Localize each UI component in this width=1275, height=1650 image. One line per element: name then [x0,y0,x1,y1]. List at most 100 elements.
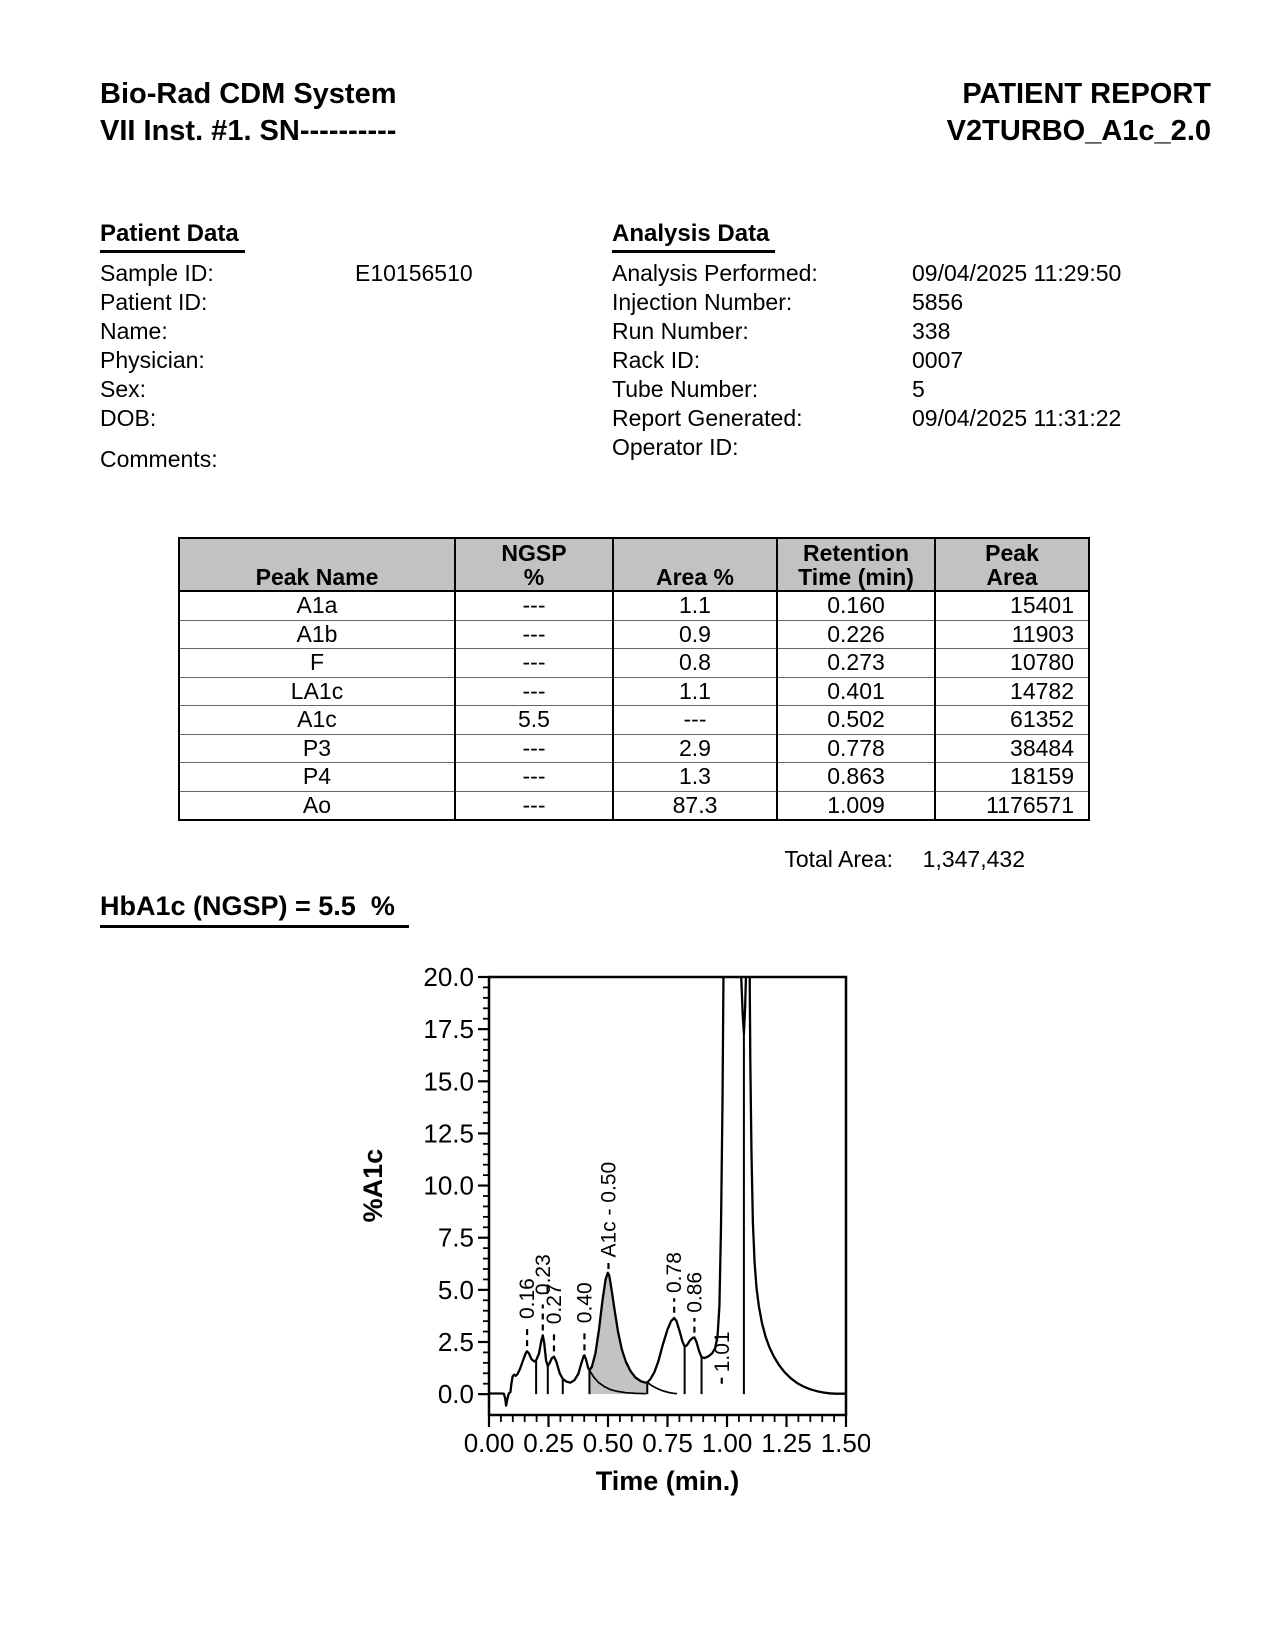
patient_data-row: Patient ID: [100,288,580,317]
peak-table-cell-peak_name: A1b [179,619,455,649]
analysis_data-label: Rack ID: [612,347,701,373]
report-header-right: PATIENT REPORT V2TURBO_A1c_2.0 [947,76,1211,150]
patient_data-row: Physician: [100,346,580,375]
patient_data-row: Sex: [100,375,580,404]
plot-border [487,975,848,1417]
peak-table-row: A1a --- 1.1 0.160 15401 [179,590,1089,620]
analysis_data-label: Analysis Performed: [612,260,818,286]
y-axis-tick-label: 15.0 [423,1066,474,1096]
peak-table-header-cell: Area % [612,538,777,592]
peak-marker-label: 0.16 [516,1278,539,1319]
peak-table-cell-area_pct: 2.9 [612,733,777,763]
peak-table-cell-peak_name: F [179,648,455,677]
method-name: V2TURBO_A1c_2.0 [946,115,1211,147]
peak-table-cell-retention: 0.502 [776,705,935,734]
analysis_data-label: Tube Number: [612,376,759,402]
peak-table-cell-retention: 0.863 [776,762,935,791]
patient-data-title: Patient Data [100,220,245,253]
comments-label: Comments: [100,446,218,472]
analysis_data-label: Operator ID: [612,434,739,460]
peak-table-cell-area_pct: 1.1 [612,676,777,706]
peak-table-cell-peak_area: 11903 [934,619,1089,649]
y-axis-title: %A1c [358,1149,388,1223]
peak-table-cell-ngsp: --- [454,790,613,820]
analysis_data-value: 09/04/2025 11:31:22 [912,405,1122,431]
chromatogram-trace [489,977,846,1407]
report-header-left: Bio-Rad CDM System VII Inst. #1. SN-----… [100,76,397,150]
peak-table-cell-retention: 0.226 [776,619,935,649]
patient_data-label: DOB: [100,405,157,431]
peak-table-cell-retention: 0.778 [776,733,935,763]
analysis_data-value: 0007 [912,347,964,373]
peak-table-cell-retention: 1.009 [776,790,935,820]
patient_data-value: E10156510 [355,260,473,286]
y-axis-tick-label: 12.5 [423,1118,474,1148]
patient_data-label: Sex: [100,376,147,402]
peak-marker-label: A1c - 0.50 [597,1162,620,1258]
x-axis-title: Time (min.) [596,1466,740,1496]
x-axis-tick-label: 1.25 [761,1428,812,1458]
peak-table-cell-ngsp: --- [454,676,613,706]
peak-table-cell-retention: 0.273 [776,648,935,677]
peak-table-row: P3 --- 2.9 0.778 38484 [179,733,1089,763]
analysis_data-row: Tube Number: 5 [612,375,1172,404]
x-axis-tick-label: 1.00 [702,1428,753,1458]
peak-marker-label: 0.78 [663,1252,686,1293]
peak-table-cell-peak_area: 1176571 [934,790,1089,820]
peak-table-cell-peak_area: 15401 [934,590,1089,620]
chromatogram-chart: 0.0 2.5 5.0 7.5 10.0 12.5 15.0 17.5 20.0 0.00 0.25… [358,962,870,1496]
total-area-label: Total Area: [784,846,893,872]
analysis_data-row: Report Generated: 09/04/2025 11:31:22 [612,404,1172,433]
peak-table-cell-peak_name: P4 [179,762,455,791]
peak-table-row: A1c 5.5 --- 0.502 61352 [179,705,1089,734]
x-axis-tick-label: 0.75 [642,1428,693,1458]
patient_data-row: Name: [100,317,580,346]
peak-table-row: A1b --- 0.9 0.226 11903 [179,619,1089,649]
plot-content: 0.160.230.27 0.40 A1c - 0.50 0.780.861.01 [489,977,846,1407]
peak-table-cell-peak_name: A1c [179,705,455,734]
peak-table-cell-peak_name: P3 [179,733,455,763]
peak-table-row: LA1c --- 1.1 0.401 14782 [179,676,1089,706]
patient_data-label: Name: [100,318,168,344]
peak-table-row: F --- 0.8 0.273 10780 [179,648,1089,677]
peak-table-cell-retention: 0.160 [776,590,935,620]
peak-marker-label: 0.40 [573,1282,596,1323]
y-axis-tick-label: 10.0 [423,1171,474,1201]
peak-table-cell-ngsp: --- [454,733,613,763]
patient_data-row: Sample ID: E10156510 [100,259,580,288]
peak-table-cell-ngsp: --- [454,590,613,620]
peak-marker-label: 0.23 [532,1254,555,1295]
y-axis-tick-label: 17.5 [423,1014,474,1044]
patient_data-label: Sample ID: [100,260,214,286]
hba1c-result-line: HbA1c (NGSP) = 5.5 % [100,891,409,928]
peak-tail-line [646,1381,678,1395]
peak-table-row: Ao --- 87.3 1.009 1176571 [179,790,1089,820]
system-title: Bio-Rad CDM System [100,78,397,110]
peak-table-header-row: Peak Name NGSP% Area % Retention Time (min) P… [179,538,1089,592]
patient_data-row: DOB: [100,404,580,433]
peak-table-row: P4 --- 1.3 0.863 18159 [179,762,1089,791]
analysis_data-value: 5856 [912,289,964,315]
peak-marker-label: 0.86 [683,1272,706,1313]
peak-marker-label: 0.27 [543,1283,566,1324]
analysis_data-label: Injection Number: [612,289,793,315]
peak-table-cell-area_pct: 1.1 [612,590,777,620]
x-axis-tick-label: 1.50 [821,1428,870,1458]
x-axis-tick-label: 0.50 [583,1428,634,1458]
peak-table-cell-peak_name: A1a [179,590,455,620]
analysis_data-row: Analysis Performed: 09/04/2025 11:29:50 [612,259,1172,288]
peak-table-cell-peak_area: 18159 [934,762,1089,791]
peak-table-header-cell: NGSP% [454,538,613,592]
analysis_data-value: 338 [912,318,951,344]
y-axis-tick-label: 7.5 [438,1223,474,1253]
patient_data-label: Physician: [100,347,205,373]
analysis_data-value: 09/04/2025 11:29:50 [912,260,1122,286]
peak-marker-label: 1.01 [711,1331,734,1372]
analysis-data-title: Analysis Data [612,220,776,253]
peak-table-cell-peak_area: 61352 [934,705,1089,734]
report-type: PATIENT REPORT [962,78,1211,110]
analysis_data-row: Run Number: 338 [612,317,1172,346]
peak-table-header-cell: Peak Name [179,538,455,592]
peak-table-cell-peak_area: 38484 [934,733,1089,763]
